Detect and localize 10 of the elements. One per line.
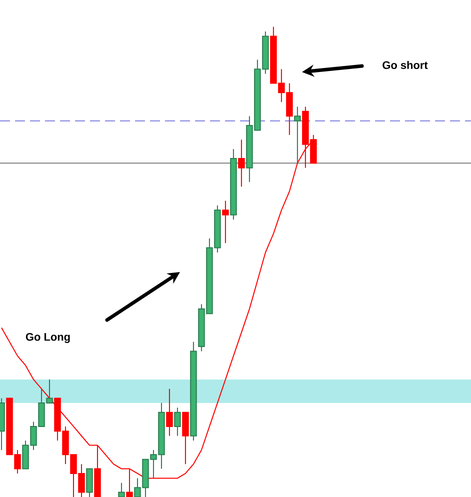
candlestick [238, 139, 245, 188]
candlestick [182, 412, 189, 465]
candlestick [118, 482, 125, 497]
candlestick [294, 106, 301, 164]
text: Go short [382, 60, 428, 70]
candlestick [174, 407, 181, 436]
annotation: Go Long [26, 333, 70, 343]
candlestick [166, 388, 173, 436]
candlestick [86, 468, 93, 497]
candlestick [222, 200, 229, 244]
